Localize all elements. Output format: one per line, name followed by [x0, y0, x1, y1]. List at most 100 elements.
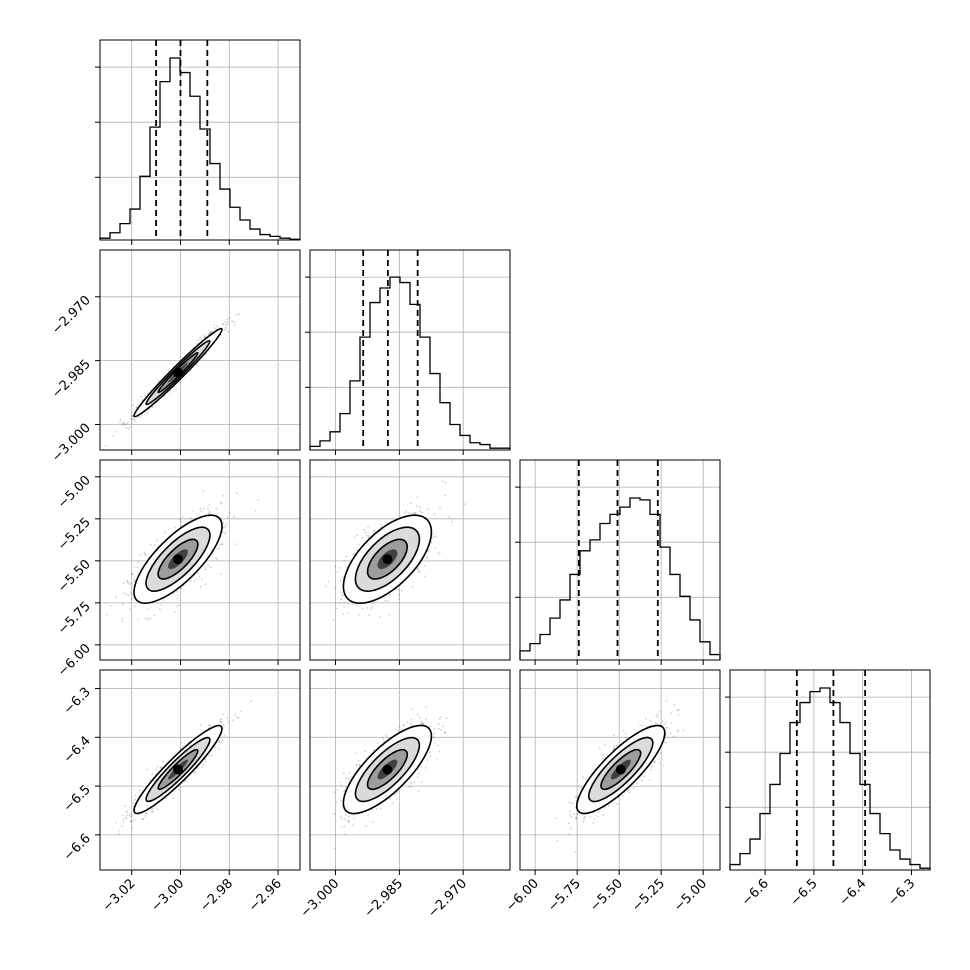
sample-point [430, 542, 433, 544]
sample-point [220, 718, 223, 720]
sample-point [574, 796, 577, 798]
sample-point [439, 716, 442, 718]
sample-point [220, 573, 222, 575]
sample-point [129, 591, 132, 594]
sample-point [167, 369, 170, 372]
sample-point [437, 744, 440, 747]
sample-point [411, 512, 414, 514]
sample-point [398, 593, 401, 596]
sample-point [137, 416, 140, 418]
sample-point [344, 818, 346, 821]
sample-point [225, 531, 227, 534]
sample-point [130, 593, 133, 596]
sample-point [340, 784, 342, 787]
sample-point [398, 597, 401, 600]
sample-point [233, 324, 236, 326]
sample-point [125, 593, 128, 596]
sample-point [196, 578, 199, 580]
sample-point [176, 597, 179, 600]
sample-point [381, 738, 384, 740]
sample-point [209, 331, 212, 333]
y-tick-label: −5.25 [55, 515, 94, 554]
sample-point [228, 317, 231, 320]
sample-point [133, 420, 136, 423]
sample-point [324, 585, 327, 588]
sample-point [417, 772, 420, 775]
sample-point [179, 525, 182, 527]
sample-point [682, 729, 685, 732]
sample-point [254, 509, 257, 512]
sample-point [122, 422, 125, 424]
sample-point [433, 728, 436, 730]
sample-point [131, 415, 134, 417]
sample-point [231, 320, 234, 322]
sample-point [122, 821, 125, 824]
sample-point [127, 582, 129, 584]
sample-point [208, 511, 211, 514]
sample-point [160, 604, 163, 606]
sample-point [192, 510, 195, 512]
axes-frame [99, 249, 301, 451]
sample-point [343, 601, 345, 604]
sample-point [105, 614, 108, 616]
histogram-step [519, 497, 721, 660]
sample-point [334, 587, 337, 589]
sample-point [232, 321, 235, 324]
sample-point [178, 381, 181, 384]
sample-point [200, 585, 203, 588]
sample-point [134, 798, 137, 801]
sample-point [225, 523, 227, 525]
sample-point [363, 528, 366, 531]
y-tick-label: −6.3 [61, 685, 94, 718]
sample-point [216, 558, 218, 560]
y-tick-label: −6.5 [61, 782, 94, 815]
x-tick-label: −3.000 [298, 876, 343, 921]
sample-point [122, 422, 125, 425]
sample-point [131, 573, 134, 576]
sample-point [426, 557, 429, 560]
sample-point [342, 613, 344, 615]
sample-point [628, 791, 631, 794]
sample-point [567, 833, 570, 835]
sample-point [222, 543, 224, 546]
sample-point [464, 503, 466, 505]
sample-point [135, 406, 138, 408]
sample-point [209, 332, 212, 334]
x-tick-label: −2.970 [425, 876, 470, 921]
sample-point [343, 559, 345, 562]
sample-point [205, 353, 208, 355]
sample-point [340, 800, 343, 802]
sample-point [216, 325, 219, 328]
sample-point [333, 812, 336, 815]
sample-point [414, 511, 417, 514]
sample-point [339, 567, 342, 569]
sample-point [645, 725, 648, 728]
sample-point [139, 554, 142, 557]
sample-point [219, 720, 222, 723]
sample-point [427, 550, 429, 553]
sample-point [224, 321, 227, 323]
sample-point [569, 813, 572, 816]
sample-point [419, 506, 421, 508]
sample-point [348, 815, 350, 818]
sample-point [207, 508, 210, 510]
sample-point [398, 725, 401, 728]
sample-point [433, 741, 436, 744]
x-tick-label: −2.98 [197, 876, 236, 915]
sample-point [215, 507, 218, 510]
sample-point [198, 575, 201, 578]
sample-point [420, 765, 423, 768]
sample-point [238, 313, 241, 315]
sample-point [131, 598, 133, 600]
sample-point [641, 724, 644, 727]
sample-point [409, 781, 412, 784]
sample-point [220, 543, 223, 545]
sample-point [222, 739, 224, 742]
sample-point [151, 810, 154, 813]
sample-point [569, 827, 572, 830]
sample-point [127, 594, 130, 597]
sample-point [391, 802, 394, 805]
sample-point [352, 824, 354, 826]
sample-point [433, 736, 435, 739]
sample-point [114, 431, 117, 433]
